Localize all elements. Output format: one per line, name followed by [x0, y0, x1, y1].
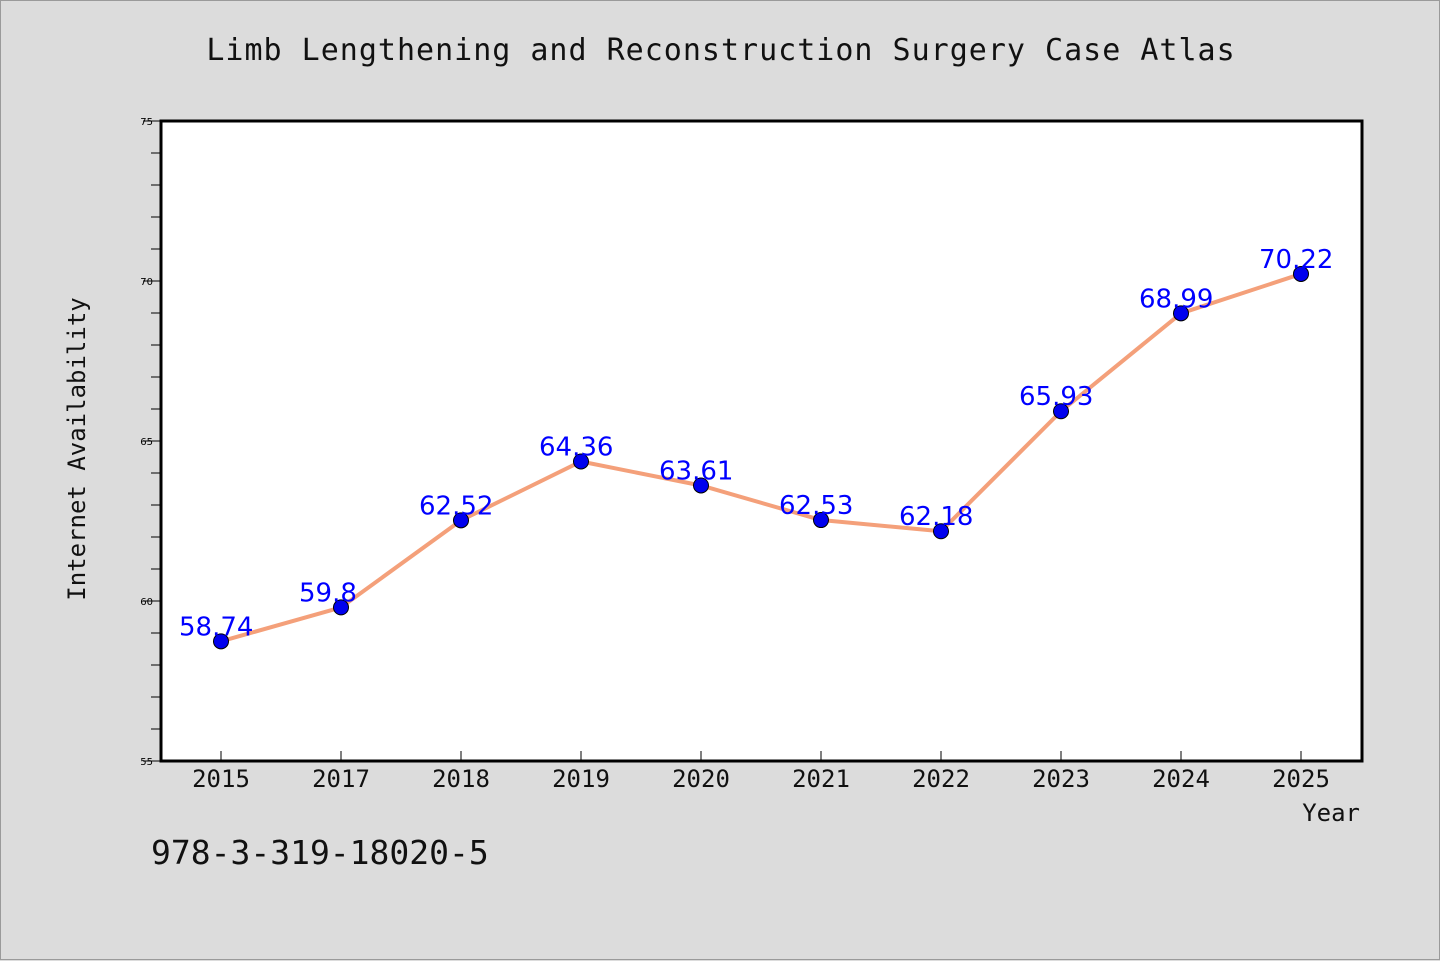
x-axis-label: Year [1302, 799, 1360, 827]
y-tick-label: 70 [140, 277, 153, 288]
y-tick-label: 60 [140, 597, 153, 608]
y-tick-label: 55 [140, 757, 153, 768]
x-tick-label: 2017 [312, 765, 370, 793]
data-label: 62.18 [899, 502, 973, 532]
data-label: 68.99 [1139, 284, 1213, 314]
data-point [213, 633, 229, 650]
x-tick-label: 2025 [1272, 765, 1330, 793]
x-tick-label: 2021 [792, 765, 850, 793]
data-label: 70.22 [1259, 245, 1333, 275]
data-point [453, 512, 469, 529]
x-tick-label: 2024 [1152, 765, 1210, 793]
data-point [813, 512, 829, 529]
data-label: 64.36 [539, 432, 613, 462]
data-label: 63.61 [659, 456, 733, 486]
y-tick-label: 65 [140, 437, 153, 448]
x-tick-label: 2018 [432, 765, 490, 793]
y-tick-label: 75 [140, 117, 153, 128]
x-tick-label: 2023 [1032, 765, 1090, 793]
data-point [573, 453, 589, 470]
data-point [933, 523, 949, 540]
series-line [219, 271, 1303, 644]
x-tick-label: 2019 [552, 765, 610, 793]
data-label: 65.93 [1019, 382, 1093, 412]
data-point [693, 477, 709, 494]
data-label: 62.52 [419, 491, 493, 521]
x-tick-label: 2015 [192, 765, 250, 793]
data-point [1173, 305, 1189, 322]
isbn-text: 978-3-319-18020-5 [151, 833, 489, 872]
data-label: 62.53 [779, 491, 853, 521]
x-tick-label: 2020 [672, 765, 730, 793]
y-axis-label: Internet Availability [63, 297, 91, 600]
plot-area [159, 119, 1364, 763]
data-point [333, 599, 349, 616]
data-point [1293, 265, 1309, 282]
data-label: 59.8 [299, 578, 357, 608]
x-tick-label: 2022 [912, 765, 970, 793]
data-label: 58.74 [179, 612, 253, 642]
chart-title: Limb Lengthening and Reconstruction Surg… [206, 33, 1236, 68]
data-point [1053, 403, 1069, 420]
